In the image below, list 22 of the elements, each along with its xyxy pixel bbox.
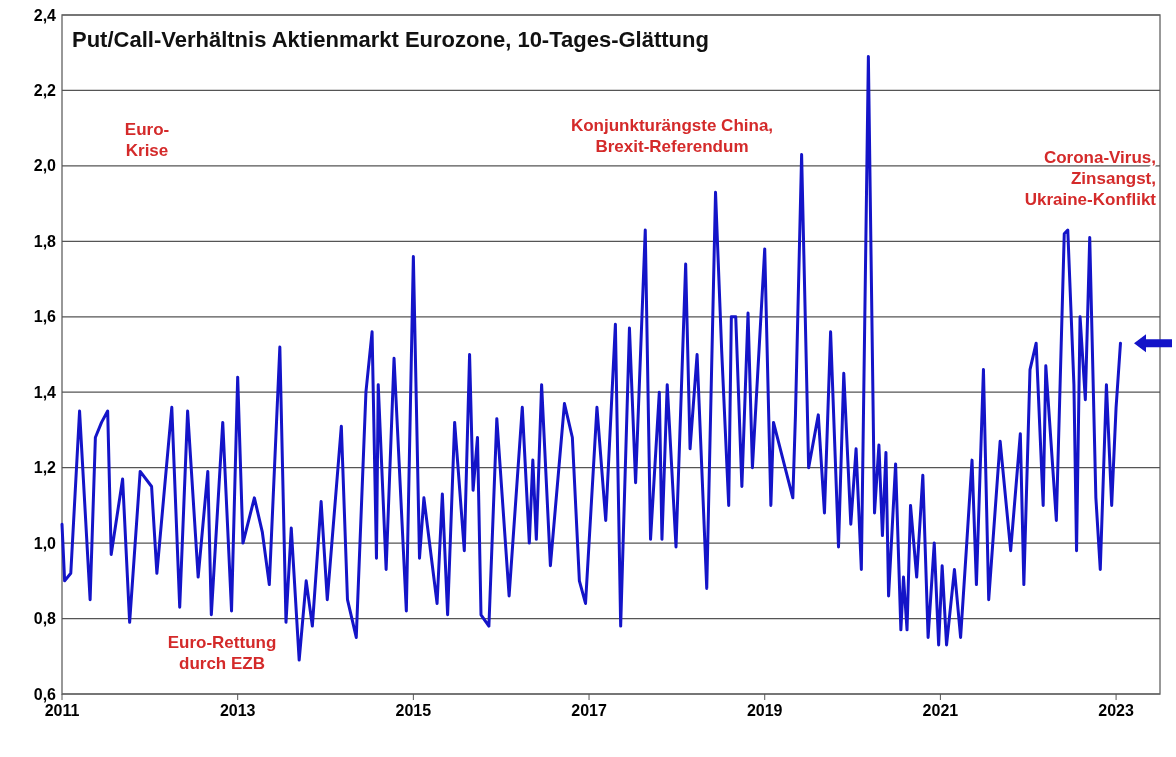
y-tick-label: 1,8 <box>33 232 57 250</box>
y-tick-label: 1,0 <box>33 534 57 552</box>
annotation: Euro-Rettung durch EZB <box>167 633 277 673</box>
x-tick-label: 2017 <box>571 702 607 719</box>
y-tick-label: 0,8 <box>33 610 57 628</box>
y-tick-label: 2,4 <box>33 6 57 24</box>
y-tick-label: 1,2 <box>33 459 57 477</box>
x-tick-label: 2023 <box>1098 702 1134 719</box>
x-tick-label: 2015 <box>395 702 432 719</box>
y-tick-label: 2,0 <box>33 157 57 175</box>
y-tick-label: 1,4 <box>33 383 57 401</box>
x-tick-label: 2019 <box>746 702 783 719</box>
y-tick-label: 2,2 <box>33 82 57 100</box>
annotation: Konjunkturängste China, Brexit-Referendum <box>570 116 774 156</box>
x-tick-label: 2021 <box>922 702 959 719</box>
annotation: Euro- Krise <box>124 120 170 160</box>
text: Put/Call-Verhältnis Aktienmarkt Eurozone, 10-Tages-Glättung <box>72 27 709 52</box>
annotation: Corona-Virus, Zinsangst, Ukraine-Konflikt <box>1024 148 1157 209</box>
y-tick-label: 1,6 <box>33 308 57 326</box>
y-tick-label: 0,6 <box>33 685 57 703</box>
x-tick-label: 2011 <box>44 702 80 719</box>
x-tick-label: 2013 <box>219 702 256 719</box>
